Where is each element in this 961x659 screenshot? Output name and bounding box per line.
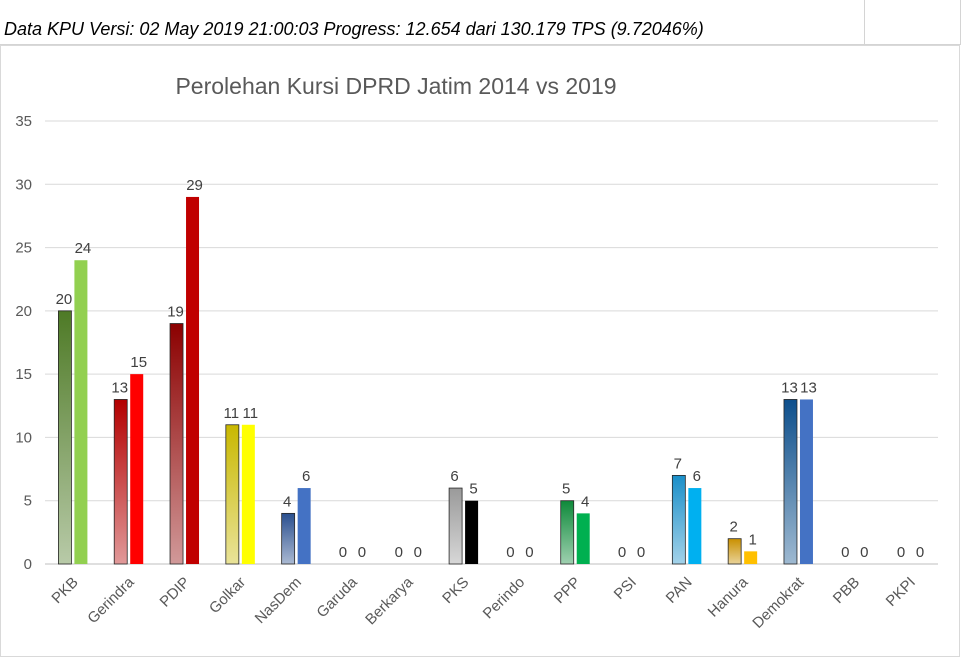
x-tick-label: PKB bbox=[48, 574, 81, 607]
data-label-2019: 24 bbox=[75, 240, 92, 257]
data-label-2014: 13 bbox=[781, 379, 798, 396]
bars bbox=[58, 196, 813, 565]
bar-2019-pkb bbox=[74, 260, 88, 564]
y-axis: 0 5 10 15 20 25 30 35 bbox=[15, 113, 32, 573]
x-tick-label: Hanura bbox=[705, 573, 752, 620]
version-cell: Data KPU Versi: 02 May 2019 21:00:03 Pro… bbox=[0, 0, 865, 44]
data-label-2014: 0 bbox=[618, 544, 626, 561]
bar-2019-hanura bbox=[744, 551, 758, 564]
data-label-2014: 0 bbox=[506, 544, 514, 561]
y-tick-label: 15 bbox=[15, 366, 32, 383]
bar-2014-pkb bbox=[58, 310, 72, 565]
bar-2019-ppp bbox=[576, 513, 590, 564]
y-tick-label: 5 bbox=[24, 493, 32, 510]
data-label-2019: 11 bbox=[243, 405, 259, 422]
data-label-2014: 13 bbox=[111, 379, 128, 396]
y-tick-label: 10 bbox=[15, 429, 32, 446]
data-label-2019: 0 bbox=[358, 544, 366, 561]
data-label-2014: 5 bbox=[562, 481, 570, 498]
x-tick-label: Perindo bbox=[480, 574, 529, 623]
bar-2019-pks bbox=[465, 500, 479, 564]
x-tick-label: Garuda bbox=[313, 573, 361, 621]
y-tick-label: 0 bbox=[24, 556, 32, 573]
y-tick-label: 35 bbox=[15, 113, 32, 130]
data-label-2019: 29 bbox=[186, 177, 203, 194]
bar-2014-pan bbox=[671, 474, 686, 565]
data-label-2019: 0 bbox=[414, 544, 422, 561]
x-tick-label: Demokrat bbox=[749, 573, 808, 632]
x-axis: PKB Gerindra PDIP Golkar NasDem Garuda Berkary… bbox=[48, 573, 918, 632]
data-label-2019: 5 bbox=[469, 481, 477, 498]
bar-2014-demokrat bbox=[783, 399, 798, 565]
bar-2019-golkar bbox=[241, 424, 255, 564]
version-bar: Data KPU Versi: 02 May 2019 21:00:03 Pro… bbox=[0, 0, 961, 45]
bar-2014-gerindra bbox=[113, 399, 128, 565]
data-label-2014: 2 bbox=[729, 519, 737, 536]
x-tick-label: PSI bbox=[611, 574, 640, 603]
bar-2019-demokrat bbox=[799, 399, 813, 564]
x-tick-label: PBB bbox=[830, 574, 863, 607]
x-tick-label: PAN bbox=[663, 574, 696, 607]
data-label-2019: 0 bbox=[916, 544, 924, 561]
data-label-2014: 20 bbox=[56, 291, 73, 308]
bar-2014-pks bbox=[448, 487, 463, 565]
data-label-2019: 0 bbox=[860, 544, 868, 561]
data-label-2019: 15 bbox=[130, 354, 147, 371]
bar-2019-gerindra bbox=[130, 374, 144, 564]
x-tick-label: PDIP bbox=[157, 574, 194, 611]
data-label-2014: 7 bbox=[674, 455, 682, 472]
y-tick-label: 30 bbox=[15, 176, 32, 193]
data-label-2014: 0 bbox=[841, 544, 849, 561]
bar-2014-hanura bbox=[727, 538, 742, 565]
data-label-2014: 19 bbox=[167, 304, 184, 321]
x-tick-label: Golkar bbox=[206, 574, 249, 617]
data-label-2019: 4 bbox=[581, 493, 589, 510]
bar-2019-nasdem bbox=[297, 488, 311, 564]
bar-2014-pdip bbox=[169, 323, 184, 565]
x-tick-label: Berkarya bbox=[362, 573, 417, 628]
data-label-2019: 0 bbox=[637, 544, 645, 561]
data-label-2019: 13 bbox=[800, 379, 817, 396]
chart-title: Perolehan Kursi DPRD Jatim 2014 vs 2019 bbox=[175, 73, 616, 99]
bar-2019-pdip bbox=[186, 196, 200, 564]
kpu-version-text: Data KPU Versi: 02 May 2019 21:00:03 Pro… bbox=[4, 19, 704, 39]
data-label-2014: 6 bbox=[450, 468, 458, 485]
data-label-2014: 0 bbox=[395, 544, 403, 561]
x-tick-label: Gerindra bbox=[84, 573, 138, 627]
x-tick-label: PKS bbox=[439, 574, 472, 607]
data-label-2014: 0 bbox=[897, 544, 905, 561]
data-label-2019: 6 bbox=[693, 468, 701, 485]
x-tick-label: PPP bbox=[551, 574, 584, 607]
bar-2019-pan bbox=[688, 488, 702, 564]
data-label-2019: 0 bbox=[525, 544, 533, 561]
data-label-2014: 11 bbox=[224, 405, 240, 422]
x-tick-label: NasDem bbox=[252, 574, 305, 627]
data-label-2019: 6 bbox=[302, 468, 310, 485]
x-tick-label: PKPI bbox=[883, 574, 919, 610]
bar-2014-golkar bbox=[225, 424, 240, 565]
data-label-2019: 1 bbox=[748, 531, 756, 548]
bar-2014-ppp bbox=[560, 500, 575, 565]
data-label-2014: 4 bbox=[283, 493, 291, 510]
data-label-2014: 0 bbox=[339, 544, 347, 561]
y-tick-label: 25 bbox=[15, 240, 32, 257]
y-tick-label: 20 bbox=[15, 303, 32, 320]
bar-2014-nasdem bbox=[281, 512, 296, 565]
